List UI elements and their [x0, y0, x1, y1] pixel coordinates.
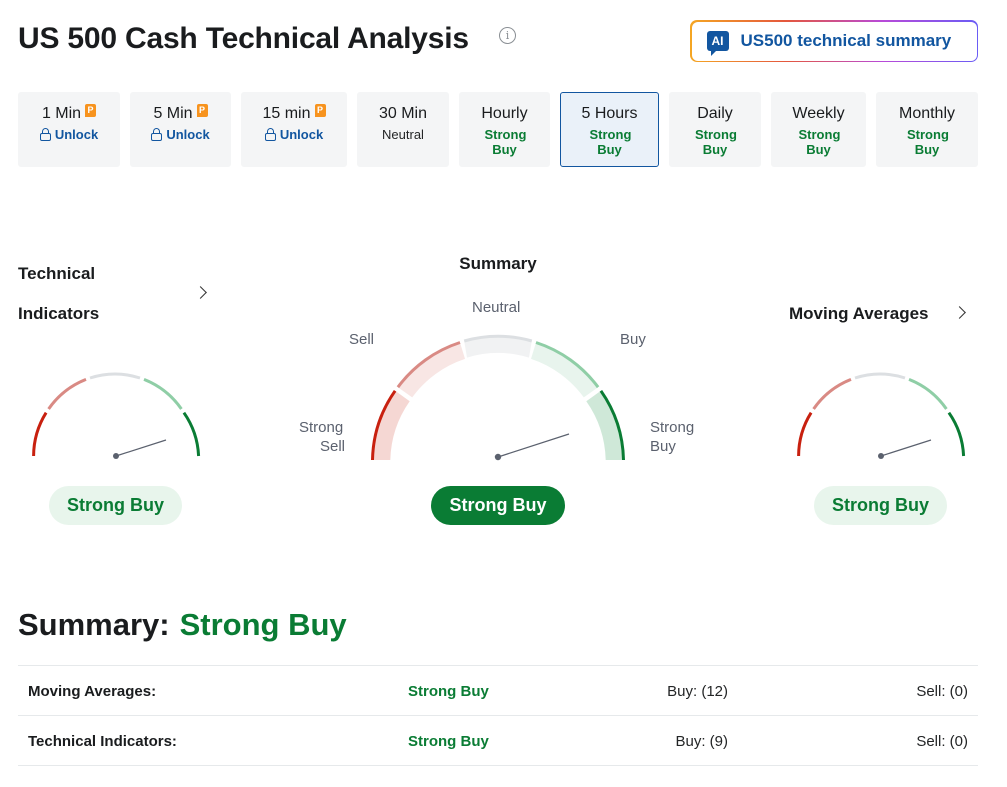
gauge-band-strong-buy	[586, 390, 624, 460]
gauge-arc-strong-sell	[371, 389, 397, 461]
table-row: Moving Averages: Strong Buy Buy: (12) Se…	[18, 666, 978, 716]
tab-status: Strong Buy	[798, 127, 841, 157]
row-status: Strong Buy	[408, 733, 489, 750]
label-strong-sell-2: Sell	[320, 438, 346, 455]
gauge-seg-neutral	[854, 372, 906, 380]
gauge-arc-neutral	[463, 334, 533, 343]
page-title: US 500 Cash Technical Analysis	[18, 22, 469, 55]
technical-indicators-gauge	[32, 372, 201, 459]
label-sell: Sell	[349, 331, 375, 348]
gauge-seg-neutral	[89, 372, 141, 380]
gauge-arc-strong-buy	[599, 389, 625, 461]
tab-30-min[interactable]: 30 Min Neutral	[357, 92, 449, 167]
tab-label: 5 Min	[153, 105, 193, 122]
row-sell-count: Sell: (0)	[916, 733, 968, 750]
tab-15-min[interactable]: 15 min P Unlock	[241, 92, 347, 167]
tab-status: Strong Buy	[695, 127, 737, 157]
gauge-needle	[115, 439, 167, 457]
chevron-right-icon[interactable]	[953, 306, 966, 319]
tab-label: Monthly	[898, 105, 956, 122]
tab-status: Unlock	[54, 127, 99, 142]
tab-label: Weekly	[792, 105, 845, 122]
gauge-pivot	[878, 453, 884, 459]
moving-averages-title[interactable]: Moving Averages	[789, 304, 929, 323]
table-row: Technical Indicators: Strong Buy Buy: (9…	[18, 716, 978, 766]
gauge-band-buy	[531, 342, 599, 398]
gauge-seg-sell	[47, 378, 87, 410]
label-buy: Buy	[620, 331, 646, 348]
gauge-seg-strong-sell	[32, 411, 48, 457]
row-buy-count: Buy: (9)	[675, 733, 728, 750]
gauge-seg-sell	[812, 378, 852, 410]
pro-icon: P	[196, 103, 208, 117]
summary-heading: Summary: Strong Buy	[18, 607, 347, 643]
gauge-needle	[497, 433, 570, 458]
pro-icon: P	[314, 103, 326, 117]
row-name: Moving Averages:	[28, 683, 157, 700]
ai-button-label: US500 technical summary	[740, 31, 952, 50]
chevron-right-icon[interactable]	[194, 286, 207, 299]
lock-icon	[39, 127, 51, 141]
gauge-seg-strong-buy	[947, 411, 966, 457]
row-sell-count: Sell: (0)	[916, 683, 968, 700]
tab-label: 30 Min	[378, 105, 428, 122]
lock-icon	[264, 127, 276, 141]
tab-weekly[interactable]: Weekly Strong Buy	[771, 92, 866, 167]
ai-icon: AI	[706, 31, 729, 56]
tab-daily[interactable]: Daily Strong Buy	[669, 92, 761, 167]
summary-table: Moving Averages: Strong Buy Buy: (12) Se…	[18, 665, 978, 766]
summary-heading-label: Summary:	[18, 607, 170, 642]
tab-status: Strong Buy	[907, 127, 949, 157]
label-strong-sell-1: Strong	[299, 419, 344, 436]
gauge-band-strong-sell	[372, 390, 410, 460]
tab-status: Strong Buy	[589, 127, 632, 157]
technical-indicators-result: Strong Buy	[49, 486, 182, 525]
summary-heading-value: Strong Buy	[179, 607, 347, 642]
tab-status: Unlock	[279, 127, 324, 142]
gauge-seg-strong-buy	[182, 411, 201, 457]
label-strong-buy-1: Strong	[650, 419, 695, 436]
tab-label: 15 min	[262, 105, 311, 122]
gauge-seg-buy	[908, 378, 948, 410]
tab-hourly[interactable]: Hourly Strong Buy	[459, 92, 550, 167]
tab-status: Unlock	[166, 127, 210, 142]
tab-monthly[interactable]: Monthly Strong Buy	[876, 92, 978, 167]
gauge-pivot	[494, 453, 502, 461]
tab-label: Hourly	[481, 105, 528, 122]
gauge-seg-strong-sell	[797, 411, 813, 457]
tab-label: 1 Min	[41, 105, 82, 122]
ai-technical-summary-button[interactable]: AI US500 technical summary	[690, 20, 978, 62]
info-icon[interactable]: i	[499, 27, 516, 44]
technical-indicators-title-line1[interactable]: Technical	[18, 264, 96, 283]
gauge-band-sell	[397, 342, 465, 398]
gauge-pivot	[113, 453, 119, 459]
gauge-needle	[880, 439, 932, 457]
summary-gauge-result: Strong Buy	[431, 486, 565, 525]
tab-1-min[interactable]: 1 Min P Unlock	[18, 92, 120, 167]
gauge-band-neutral	[464, 336, 532, 358]
moving-averages-result: Strong Buy	[814, 486, 947, 525]
gauge-arc-buy	[535, 341, 600, 389]
row-buy-count: Buy: (12)	[667, 683, 728, 700]
tab-5-hours[interactable]: 5 Hours Strong Buy	[560, 92, 659, 167]
label-neutral: Neutral	[472, 299, 521, 316]
tab-5-min[interactable]: 5 Min P Unlock	[130, 92, 231, 167]
lock-icon	[151, 127, 163, 141]
summary-gauge-title: Summary	[459, 254, 537, 273]
summary-gauge	[371, 334, 625, 461]
row-status: Strong Buy	[408, 683, 489, 700]
label-strong-buy-2: Buy	[650, 438, 676, 455]
tab-label: Daily	[697, 105, 733, 122]
tab-label: 5 Hours	[581, 105, 638, 122]
pro-icon: P	[85, 103, 97, 117]
technical-indicators-title-line2[interactable]: Indicators	[18, 304, 100, 323]
gauge-arc-sell	[396, 341, 461, 389]
row-name: Technical Indicators:	[28, 733, 177, 750]
gauge-seg-buy	[143, 378, 183, 410]
moving-averages-gauge	[797, 372, 966, 459]
tab-status: Neutral	[382, 127, 424, 142]
tab-status: Strong Buy	[484, 127, 527, 157]
